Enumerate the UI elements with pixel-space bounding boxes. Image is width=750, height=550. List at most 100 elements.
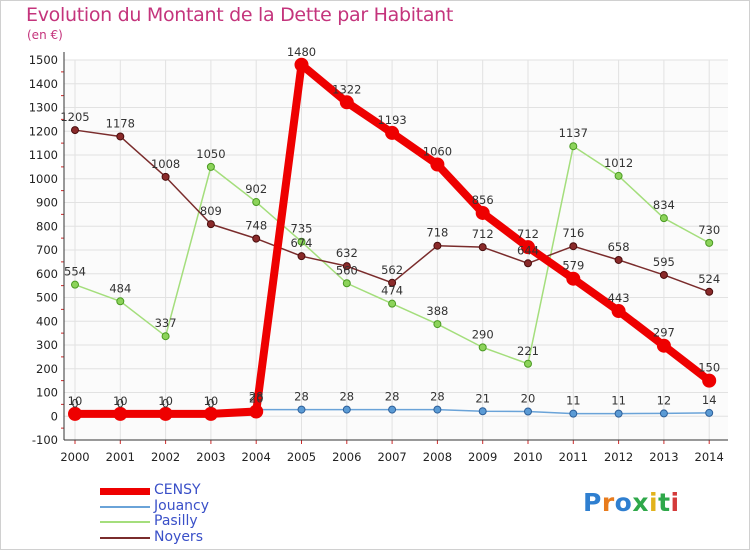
data-label-noyers: 658 — [608, 240, 630, 254]
data-label-censy: 1193 — [377, 113, 406, 127]
data-label-censy: 10 — [158, 394, 173, 408]
x-tick-label: 2003 — [196, 450, 225, 464]
point-jouancy — [297, 405, 306, 414]
chart-title: Evolution du Montant de la Dette par Hab… — [26, 4, 454, 26]
point-censy — [158, 406, 173, 421]
point-jouancy — [569, 409, 578, 418]
y-tick-label: 100 — [36, 386, 58, 400]
y-tick-label: 400 — [36, 314, 58, 328]
x-tick-label: 2000 — [60, 450, 89, 464]
logo-letter: i — [670, 488, 680, 517]
data-label-pasilly: 1012 — [604, 156, 633, 170]
x-tick-label: 2012 — [604, 450, 633, 464]
point-noyers — [705, 287, 714, 296]
data-label-noyers: 644 — [517, 243, 539, 257]
point-pasilly — [116, 297, 125, 306]
point-pasilly — [478, 343, 487, 352]
point-jouancy — [433, 405, 442, 414]
point-jouancy — [342, 405, 351, 414]
proxiti-logo: Proxiti — [583, 488, 680, 517]
data-label-noyers: 718 — [426, 226, 448, 240]
data-label-noyers: 712 — [472, 227, 494, 241]
point-noyers — [297, 252, 306, 261]
data-label-censy: 1060 — [423, 145, 452, 159]
point-pasilly — [388, 299, 397, 308]
axes: -100010020030040050060070080090010001100… — [29, 52, 728, 464]
point-jouancy — [524, 407, 532, 416]
data-label-pasilly: 560 — [336, 263, 358, 277]
legend-label: Pasilly — [154, 513, 198, 529]
point-pasilly — [206, 162, 215, 171]
point-censy — [68, 406, 82, 421]
data-label-censy: 297 — [653, 326, 675, 340]
data-label-jouancy: 28 — [430, 390, 445, 404]
data-label-censy: 10 — [113, 394, 128, 408]
point-pasilly — [614, 171, 623, 180]
point-noyers — [71, 126, 79, 135]
point-pasilly — [252, 198, 261, 207]
point-noyers — [342, 262, 351, 271]
point-censy — [294, 57, 309, 72]
y-tick-label: 1100 — [29, 148, 58, 162]
y-tick-label: 300 — [36, 338, 58, 352]
y-tick-label: 1400 — [29, 77, 58, 91]
x-tick-label: 2011 — [559, 450, 588, 464]
point-censy — [249, 404, 264, 419]
y-tick-label: 700 — [36, 243, 58, 257]
data-label-noyers: 674 — [291, 236, 313, 250]
data-label-noyers: 809 — [200, 204, 222, 218]
point-noyers — [614, 255, 623, 264]
data-label-pasilly: 484 — [109, 281, 131, 295]
x-tick-label: 2002 — [151, 450, 180, 464]
legend-label: Noyers — [154, 528, 203, 545]
data-label-jouancy: 14 — [702, 393, 717, 407]
point-censy — [475, 205, 490, 220]
data-label-noyers: 595 — [653, 255, 675, 269]
data-label-censy: 856 — [472, 193, 494, 207]
chart-unit: (en €) — [27, 28, 63, 42]
point-noyers — [206, 220, 215, 229]
point-censy — [339, 95, 354, 110]
x-tick-label: 2007 — [377, 450, 406, 464]
data-label-jouancy: 12 — [657, 393, 672, 407]
data-label-jouancy: 28 — [249, 390, 264, 404]
point-pasilly — [433, 320, 442, 329]
x-tick-label: 2006 — [332, 450, 361, 464]
point-noyers — [478, 243, 487, 252]
x-tick-label: 2005 — [287, 450, 316, 464]
data-label-jouancy: 28 — [339, 390, 354, 404]
y-tick-label: -100 — [32, 433, 58, 447]
point-pasilly — [524, 359, 532, 368]
data-label-jouancy: 0 — [71, 396, 78, 410]
point-pasilly — [297, 237, 306, 246]
data-label-pasilly: 1050 — [196, 147, 225, 161]
point-censy — [430, 157, 445, 172]
data-label-pasilly: 735 — [291, 222, 313, 236]
data-label-censy: 712 — [517, 227, 539, 241]
logo-letter: P — [583, 488, 602, 517]
data-label-jouancy: 0 — [162, 396, 169, 410]
data-label-noyers: 1205 — [60, 110, 89, 124]
data-label-noyers: 1178 — [106, 116, 135, 130]
x-tick-label: 2010 — [513, 450, 542, 464]
point-jouancy — [614, 409, 623, 418]
y-tick-label: 1000 — [29, 172, 58, 186]
data-label-pasilly: 337 — [155, 316, 177, 330]
point-noyers — [659, 270, 668, 279]
y-tick-label: 900 — [36, 196, 58, 210]
data-label-jouancy: 28 — [385, 390, 400, 404]
data-label-jouancy: 28 — [294, 390, 309, 404]
logo-letter: o — [614, 488, 633, 517]
point-pasilly — [71, 280, 79, 289]
logo-letter: x — [632, 488, 649, 517]
point-noyers — [252, 234, 261, 243]
data-label-jouancy: 21 — [475, 391, 490, 405]
x-tick-label: 2008 — [423, 450, 452, 464]
data-label-pasilly: 834 — [653, 198, 675, 212]
data-label-jouancy: 11 — [566, 394, 581, 408]
point-censy — [611, 304, 626, 319]
y-tick-label: 1500 — [29, 53, 58, 67]
data-label-censy: 579 — [562, 259, 584, 273]
data-label-noyers: 748 — [245, 219, 267, 233]
data-label-noyers: 562 — [381, 263, 403, 277]
